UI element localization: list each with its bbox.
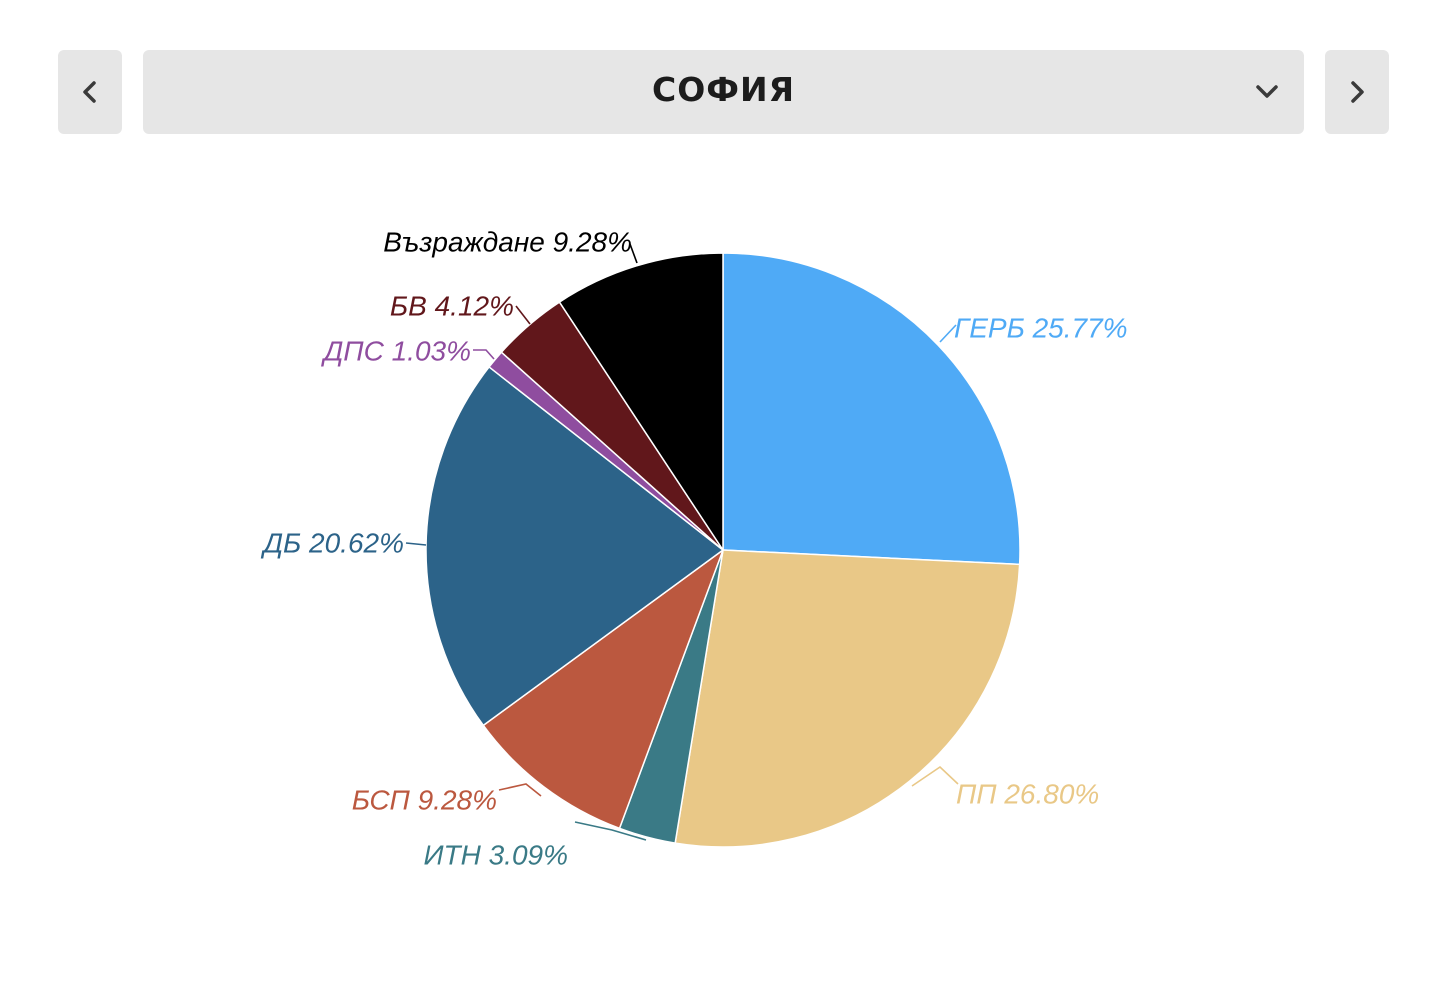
slice-label-8: Възраждане 9.28% bbox=[383, 226, 632, 257]
slice-label-2: ПП 26.80% bbox=[956, 778, 1099, 809]
pie-slice-2[interactable] bbox=[674, 549, 1021, 848]
slice-label-4: БСП 9.28% bbox=[352, 784, 497, 815]
chevron-left-icon bbox=[83, 81, 96, 103]
slice-label-6: ДПС 1.03% bbox=[321, 335, 471, 366]
pie-slices bbox=[425, 252, 1021, 848]
prev-region-button[interactable] bbox=[58, 50, 122, 134]
region-name: СОФИЯ bbox=[651, 70, 796, 109]
label-leader-4 bbox=[498, 783, 542, 797]
pie-slice-8[interactable] bbox=[558, 252, 724, 551]
next-region-button[interactable] bbox=[1325, 50, 1389, 134]
pie-slice-1[interactable] bbox=[722, 252, 1021, 566]
chevron-down-icon bbox=[1256, 85, 1278, 98]
label-leader-3 bbox=[574, 821, 647, 841]
label-leader-7 bbox=[515, 305, 531, 325]
label-leaders bbox=[405, 243, 959, 841]
pie-slice-4[interactable] bbox=[482, 549, 724, 830]
label-leader-8 bbox=[629, 243, 638, 264]
slice-label-5: ДБ 20.62% bbox=[260, 527, 404, 558]
pie-chart: ГЕРБ 25.77% ПП 26.80% ИТН 3.09% БСП 9.28% ДБ… bbox=[260, 226, 1127, 870]
slice-label-3: ИТН 3.09% bbox=[423, 839, 568, 870]
chevron-right-icon bbox=[1351, 81, 1364, 103]
pie-slice-5[interactable] bbox=[425, 366, 724, 727]
label-leader-5 bbox=[405, 542, 427, 546]
slice-label-1: ГЕРБ 25.77% bbox=[954, 312, 1128, 343]
label-leader-2 bbox=[911, 765, 959, 787]
label-leader-6 bbox=[473, 349, 495, 360]
label-leader-1 bbox=[939, 324, 957, 343]
region-select[interactable]: СОФИЯ bbox=[143, 50, 1304, 134]
slice-label-7: БВ 4.12% bbox=[390, 290, 514, 321]
slice-labels: ГЕРБ 25.77% ПП 26.80% ИТН 3.09% БСП 9.28% ДБ… bbox=[260, 226, 1127, 870]
